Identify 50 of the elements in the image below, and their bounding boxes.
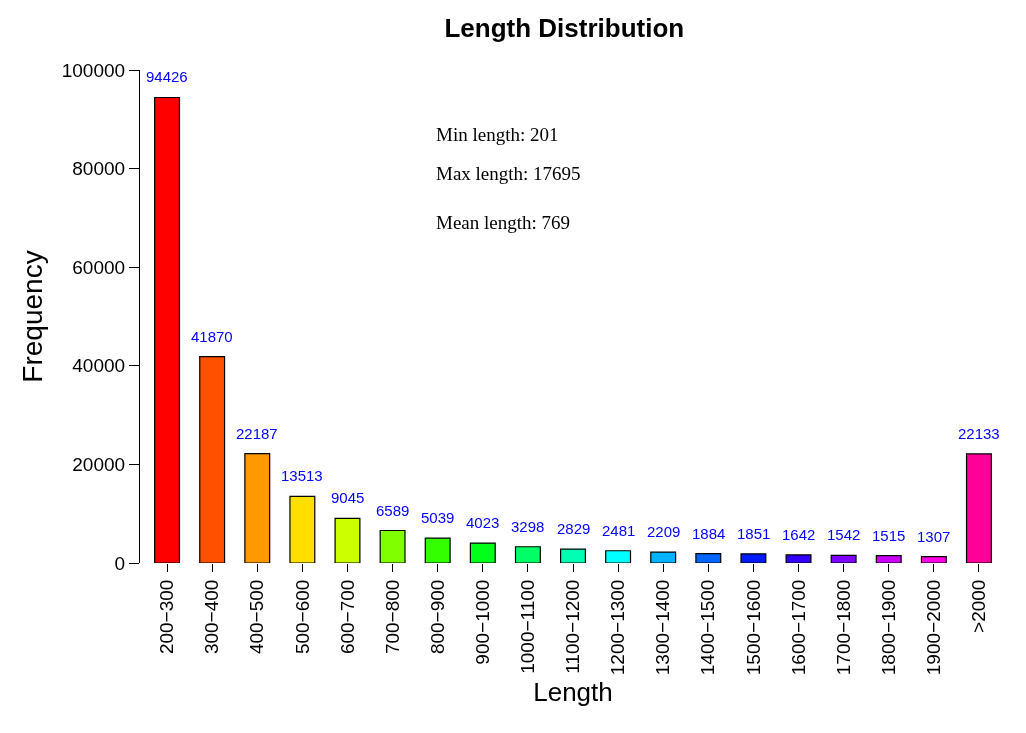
y-tick-label: 60000 — [72, 256, 126, 278]
x-tick-label: 1500−1600 — [742, 579, 764, 676]
x-axis-title: Length — [533, 676, 613, 707]
x-tick-label: 1100−1200 — [562, 579, 584, 674]
data-label: 1851 — [737, 525, 771, 542]
x-tick-label: 600−700 — [336, 579, 358, 655]
x-tick-label: 200−300 — [156, 579, 178, 655]
y-tick-label: 20000 — [72, 454, 126, 476]
data-label: 3298 — [511, 518, 545, 535]
data-label: 5039 — [421, 509, 455, 526]
data-label: 2481 — [602, 522, 636, 539]
data-label: 1307 — [917, 528, 951, 545]
data-label: 22133 — [958, 425, 1000, 442]
data-label: 4023 — [466, 514, 500, 531]
x-tick-label: 1300−1400 — [652, 579, 674, 676]
chart-title: Length Distribution — [444, 12, 685, 43]
annotation: Mean length: 769 — [436, 212, 571, 233]
annotation: Min length: 201 — [436, 124, 559, 145]
data-label: 22187 — [236, 425, 278, 442]
y-tick-label: 40000 — [72, 355, 126, 377]
x-tick-label: 900−1000 — [471, 579, 493, 665]
x-tick-label: 800−900 — [426, 579, 448, 655]
x-tick-label: 1000−1100 — [517, 579, 539, 674]
x-tick-label: 1600−1700 — [787, 579, 809, 676]
x-tick-label: 700−800 — [381, 579, 403, 655]
data-label: 6589 — [376, 502, 410, 519]
annotation: Max length: 17695 — [436, 163, 581, 184]
x-tick-label: 1700−1800 — [832, 579, 854, 676]
data-label: 1884 — [692, 525, 726, 542]
x-tick-label: 1200−1300 — [607, 579, 629, 676]
data-label: 2829 — [557, 520, 591, 537]
data-label: 13513 — [281, 467, 323, 484]
x-tick-label: 500−600 — [291, 579, 313, 655]
data-label: 94426 — [146, 68, 188, 85]
x-tick-label: 300−400 — [201, 579, 223, 655]
data-label: 9045 — [331, 489, 365, 506]
x-tick-label: >2000 — [968, 579, 990, 633]
data-label: 1642 — [782, 526, 816, 543]
y-tick-label: 100000 — [61, 59, 126, 81]
data-label: 1515 — [872, 527, 906, 544]
x-tick-label: 1900−2000 — [923, 579, 945, 676]
data-label: 2209 — [647, 523, 681, 540]
y-tick-label: 0 — [114, 552, 126, 574]
y-tick-label: 80000 — [72, 158, 126, 180]
x-tick-label: 1400−1500 — [697, 579, 719, 676]
y-axis-title: Frequency — [17, 250, 49, 383]
data-label: 1542 — [827, 526, 861, 543]
x-tick-label: 400−500 — [246, 579, 268, 655]
x-tick-label: 1800−1900 — [877, 579, 899, 676]
data-label: 41870 — [191, 328, 233, 345]
